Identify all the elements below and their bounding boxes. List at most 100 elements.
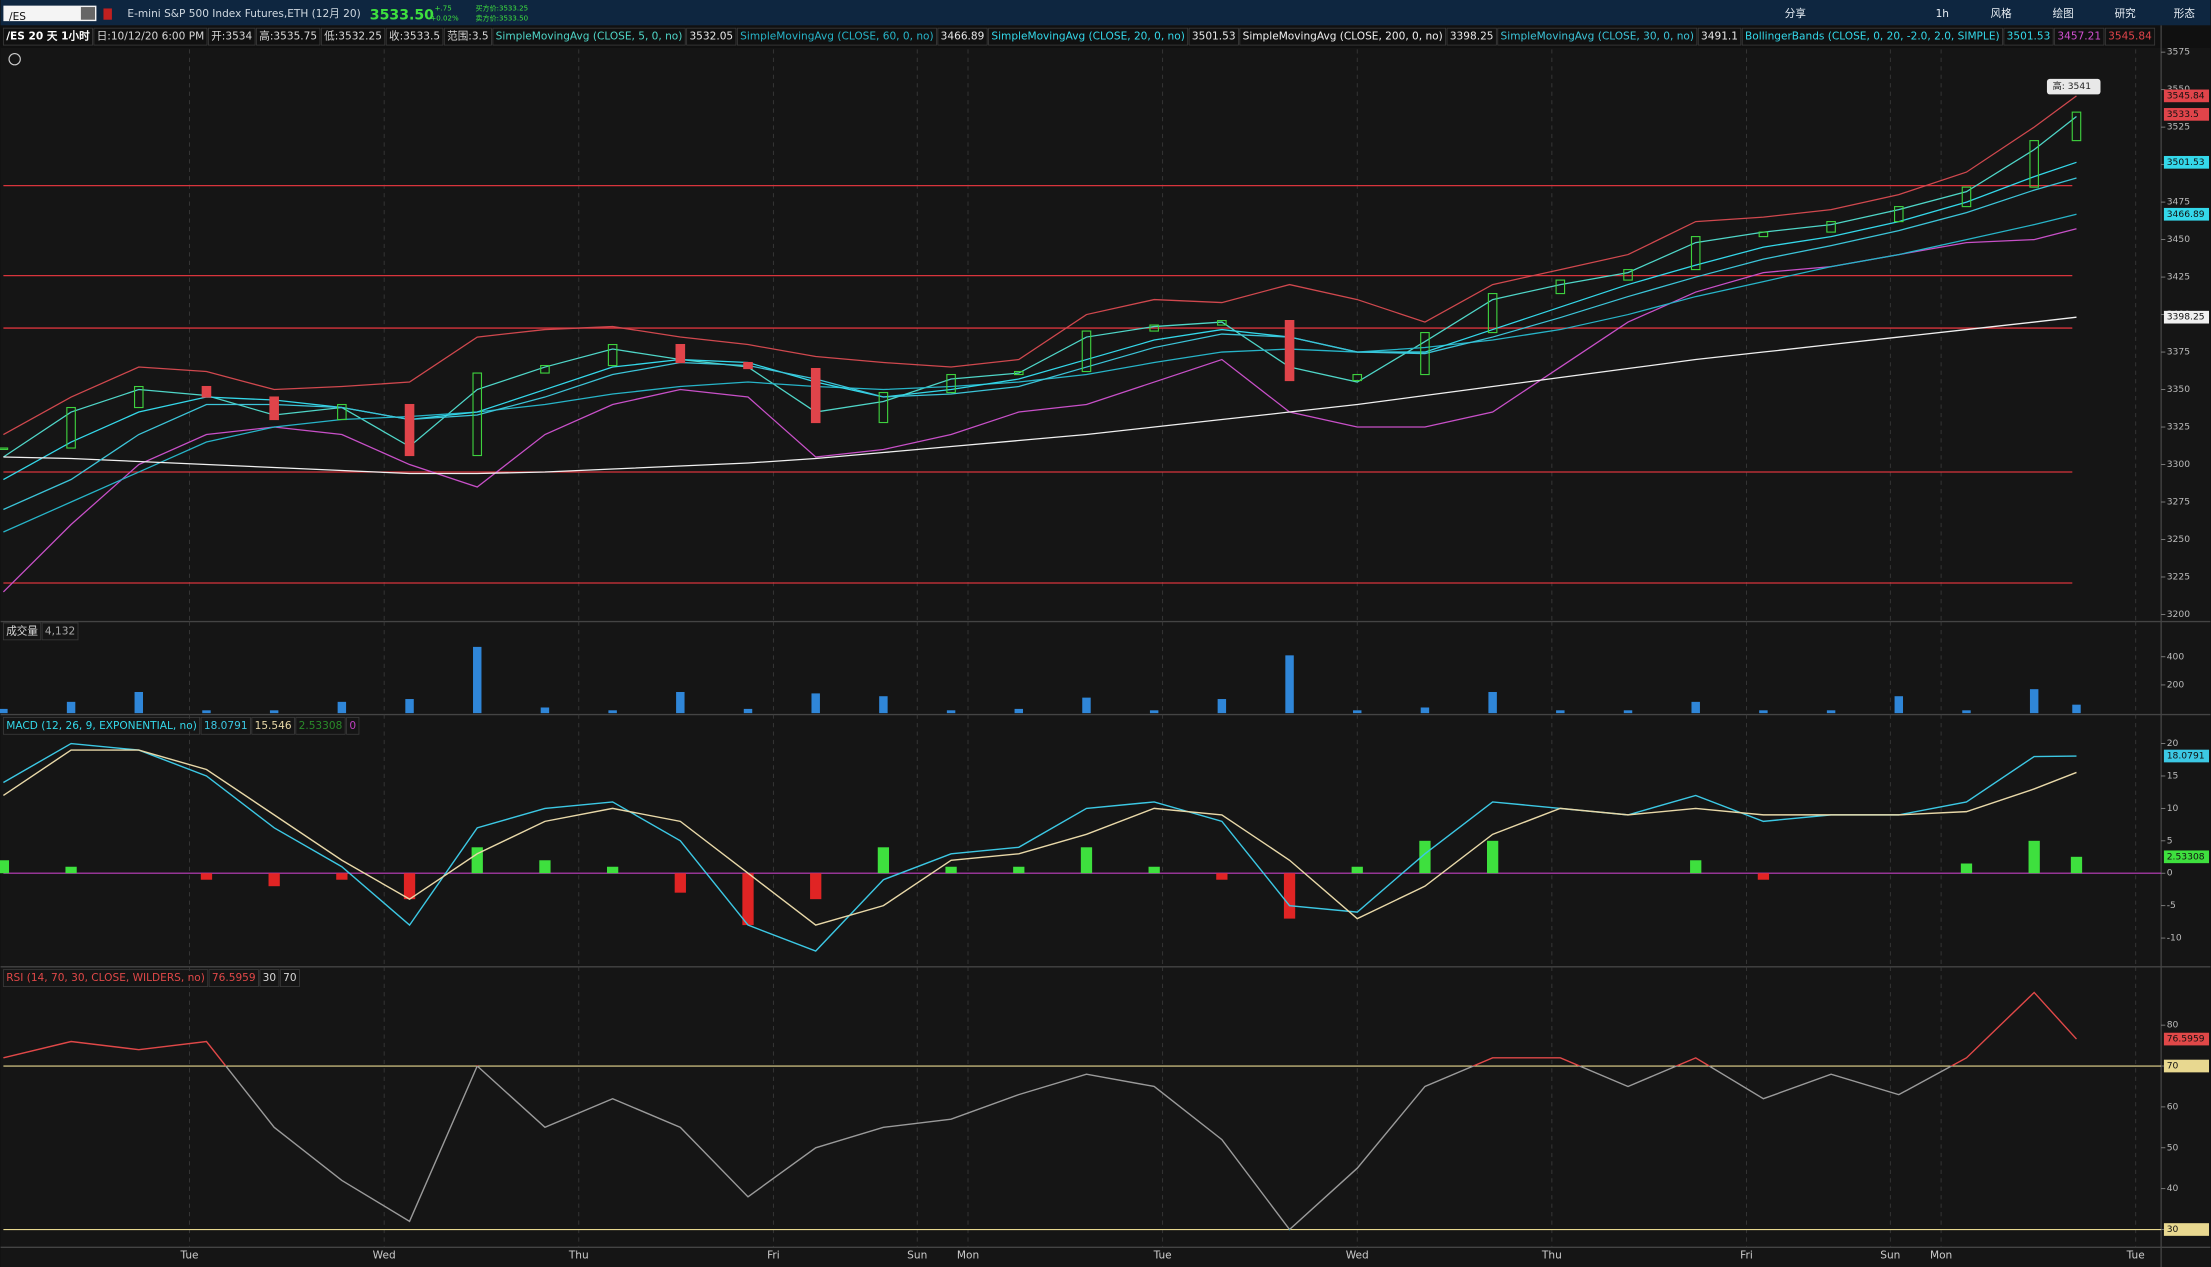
toolbar-button[interactable]: 风格 [1991, 7, 2013, 20]
x-tick-label: Fri [1740, 1250, 1753, 1262]
histogram-bar [674, 873, 686, 893]
volume-bar [202, 710, 211, 714]
candle [1081, 330, 1092, 373]
volume-bar [1082, 697, 1091, 714]
info-open: 开:3534 [211, 31, 252, 43]
candle [1284, 319, 1295, 382]
x-tick-label: Sun [907, 1250, 927, 1262]
panel-readout: 18.0791 [204, 720, 248, 732]
toolbar [0, 0, 2211, 26]
y-tick-label: 10 [2167, 803, 2179, 814]
axis-marker [2163, 1223, 2210, 1236]
candle [404, 403, 415, 457]
info-low: 低:3532.25 [324, 30, 382, 43]
histogram-bar [1757, 873, 1770, 880]
candle [1893, 206, 1904, 223]
symbol-box[interactable] [3, 5, 97, 22]
y-tick-label: 15 [2167, 770, 2179, 781]
panel-readout: 4,132 [45, 625, 75, 637]
histogram-bar [403, 873, 416, 900]
histogram-bar [1351, 866, 1363, 874]
symbol[interactable]: /ES [9, 11, 26, 23]
axis-marker-label: 3545.84 [2167, 90, 2205, 101]
info-icon[interactable] [8, 52, 21, 66]
info-high-box [256, 27, 321, 46]
y-tick-label: 60 [2167, 1101, 2179, 1112]
toolbar-button[interactable]: 绘图 [2053, 7, 2074, 20]
volume-bar [743, 708, 753, 714]
panel-title-box [2, 622, 42, 641]
x-tick-label: Tue [180, 1250, 199, 1262]
panel-title: MACD (12, 26, 9, EXPONENTIAL, no) [6, 720, 197, 732]
candle [1420, 331, 1430, 376]
panel-readout-box [279, 969, 300, 987]
axis-marker [2163, 749, 2210, 763]
panel-readout-box [259, 969, 280, 987]
toolbar-button[interactable]: 1h [1936, 8, 1949, 20]
x-tick-label: Thu [1541, 1250, 1562, 1262]
moving-average [3, 316, 2077, 475]
candle [2071, 111, 2082, 142]
histogram-bar [2028, 840, 2040, 874]
volume-bar [473, 646, 482, 714]
legend-name: BollingerBands (CLOSE, 0, 20, -2.0, 2.0,… [1745, 31, 2000, 43]
link-icon[interactable] [103, 8, 112, 20]
legend-name-box [1497, 27, 1698, 46]
axis-marker-label: 30 [2167, 1224, 2179, 1235]
legend-value: 3457.21 [2057, 31, 2101, 43]
symbol-dropdown[interactable] [80, 7, 96, 20]
description: E-mini S&P 500 Index Futures,ETH (12月 20… [127, 8, 360, 20]
volume-bar [1691, 701, 1700, 714]
x-tick-label: Tue [1153, 1250, 1172, 1262]
histogram-bar [1283, 873, 1296, 919]
candle [1217, 319, 1227, 326]
last-price: 3533.50 [370, 8, 434, 24]
candle [66, 406, 76, 449]
info-range: 范围:3.5 [447, 30, 488, 43]
legend-value-box [2054, 27, 2105, 46]
candle [1826, 221, 1836, 233]
annotation-box [2046, 78, 2101, 95]
histogram-bar [336, 873, 348, 880]
annotation: 高: 3541 [2053, 80, 2091, 92]
legend-name: SimpleMovingAvg (CLOSE, 60, 0, no) [740, 31, 933, 43]
info-date-box [93, 27, 208, 46]
toolbar-button[interactable]: 研究 [2115, 7, 2137, 20]
y-tick-label: 3525 [2167, 122, 2190, 133]
axis-marker [2163, 310, 2210, 324]
axis-marker [2163, 108, 2210, 121]
candle [1013, 370, 1024, 376]
change-pct: +0.02% [430, 13, 459, 22]
legend-value-box [1188, 27, 1239, 46]
toolbar-button[interactable]: 分享 [1785, 7, 1806, 20]
histogram-bar [810, 873, 822, 900]
volume-bar [811, 693, 820, 714]
y-tick-label: 200 [2167, 679, 2185, 690]
moving-average [3, 177, 2077, 511]
legend-value: 3466.89 [941, 31, 985, 43]
candle [946, 373, 956, 394]
y-tick-label: 3275 [2167, 497, 2190, 508]
histogram-bar [1690, 860, 1702, 874]
panel-title: 成交量 [6, 624, 38, 637]
panel-readout: 15.546 [255, 720, 292, 732]
axis-marker [2163, 207, 2210, 221]
candle [201, 385, 212, 398]
candle [1487, 293, 1498, 334]
volume-bar [0, 708, 8, 714]
candle [1352, 373, 1363, 382]
candle [1758, 231, 1769, 238]
histogram-bar [2070, 856, 2083, 874]
panel-readout-box [346, 716, 360, 735]
info-date: 日:10/12/20 6:00 PM [97, 31, 204, 43]
toolbar-button[interactable]: 形态 [2174, 7, 2196, 20]
histogram-bar [742, 873, 754, 926]
volume-bar [1623, 710, 1633, 714]
info-range-box [443, 27, 492, 46]
candle [1555, 279, 1566, 295]
volume-bar [1285, 655, 1294, 714]
candle [1690, 236, 1701, 271]
macd-line [3, 742, 2077, 952]
legend-value-box [2003, 27, 2054, 46]
histogram-bar [1419, 840, 1431, 874]
